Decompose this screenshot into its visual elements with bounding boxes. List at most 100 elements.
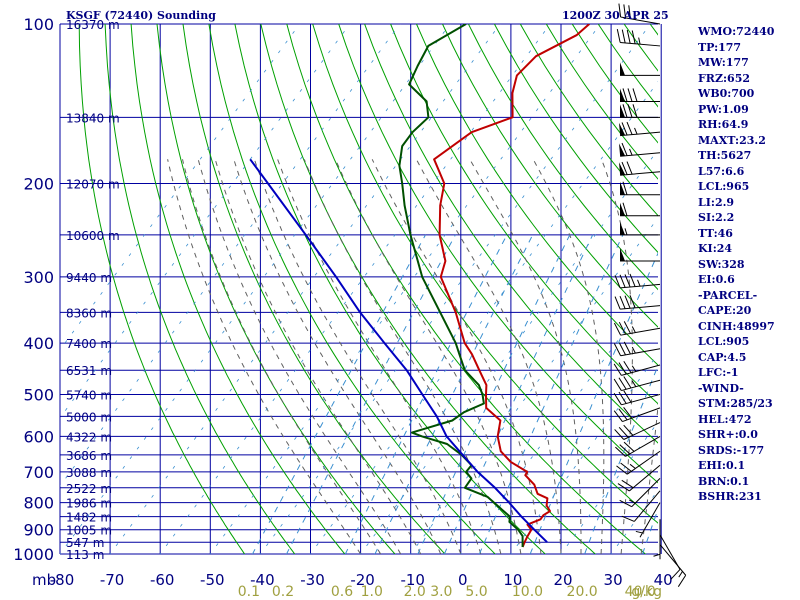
wind-barb — [614, 273, 661, 289]
dry-adiabat — [182, 24, 446, 554]
pressure-unit-label: mb — [32, 571, 56, 589]
temperature-gridlines — [59, 24, 662, 554]
isotherm — [109, 24, 501, 554]
dewpoint-profile — [398, 24, 524, 547]
wind-barb — [613, 321, 661, 336]
dry-adiabat — [130, 24, 346, 554]
wind-barb — [620, 181, 660, 196]
mixing-ratio-line — [584, 364, 658, 554]
pressure-label: 800 — [23, 494, 54, 513]
wind-barb — [659, 534, 681, 580]
index-item: TH:5627 — [698, 149, 752, 162]
index-item: MW:177 — [698, 56, 749, 69]
height-label: 9440 m — [66, 271, 112, 285]
wind-barb — [613, 376, 661, 392]
dry-adiabat — [312, 24, 658, 524]
mixing-ratio-lines — [251, 234, 658, 554]
moist-adiabats — [167, 159, 658, 554]
mixing-ratio-label: 10.0 — [512, 584, 543, 600]
temperature-label: 40 — [654, 571, 673, 589]
index-item: BSHR:231 — [698, 490, 762, 503]
dry-adiabat — [364, 24, 658, 444]
dry-adiabat — [780, 24, 800, 565]
mixing-ratio-line — [285, 234, 456, 554]
dry-adiabats — [78, 24, 800, 565]
dry-adiabat — [234, 24, 546, 554]
moist-adiabat — [371, 159, 542, 554]
mixing-ratio-label: 0.6 — [331, 584, 353, 600]
height-label: 113 m — [66, 548, 104, 562]
pressure-label: 400 — [23, 334, 54, 353]
temperature-label: -10 — [400, 571, 425, 589]
isotherm — [60, 24, 451, 554]
isotherm — [310, 81, 658, 554]
mixing-ratio-labels: 0.1 0.2 0.6 1.0 2.0 3.0 5.0 10.0 20.0 40.0g/kg — [238, 584, 662, 600]
wind-barb — [613, 361, 661, 376]
wind-barb — [615, 435, 661, 457]
mixing-ratio-label: 0.1 — [238, 584, 260, 600]
wind-barb — [613, 406, 661, 423]
temperature-label: -60 — [150, 571, 175, 589]
temperature-profile — [433, 24, 590, 548]
wind-barb — [620, 88, 660, 102]
sounding-profiles — [249, 24, 590, 548]
index-item: SW:328 — [698, 257, 745, 271]
index-item: CAP:4.5 — [698, 350, 747, 364]
wind-barb — [614, 295, 661, 310]
index-item: SHR+:0.0 — [698, 428, 758, 441]
wind-barb — [620, 221, 660, 236]
index-item: WMO:72440 — [698, 25, 775, 38]
wind-barb — [620, 104, 660, 118]
pressure-label: 500 — [23, 385, 54, 404]
index-item: LCL:965 — [698, 180, 750, 193]
index-item: WB0:700 — [698, 87, 755, 100]
moist-adiabat — [167, 159, 362, 554]
wind-barb — [635, 502, 661, 538]
temperature-label: -30 — [300, 571, 325, 589]
dry-adiabat — [104, 24, 296, 554]
height-label: 16370 m — [66, 18, 120, 32]
pressure-label: 600 — [23, 427, 54, 446]
temperature-label: -80 — [50, 571, 75, 589]
moist-adiabat — [532, 159, 605, 554]
wind-barbs — [613, 3, 687, 587]
mixing-ratio-line — [417, 234, 571, 554]
mixing-ratio-label: 40.0 — [625, 584, 656, 600]
mixing-ratio-label: 3.0 — [430, 584, 452, 600]
moist-adiabat — [214, 159, 422, 554]
height-label: 5000 m — [66, 410, 112, 424]
wind-barb — [614, 422, 661, 440]
wind-barb — [619, 142, 661, 157]
temperature-label: 20 — [553, 571, 572, 589]
temperature-label: -40 — [250, 571, 275, 589]
index-item: CAPE:20 — [698, 304, 752, 317]
height-label: 7400 m — [66, 337, 112, 351]
temperature-label: 0 — [458, 571, 468, 589]
wind-barb — [619, 478, 661, 508]
isotherm — [60, 24, 401, 487]
index-item: KI:24 — [698, 242, 733, 255]
moist-adiabat — [469, 159, 582, 554]
index-item: TT:46 — [698, 226, 733, 240]
moist-adiabat — [182, 159, 382, 554]
wind-barb — [613, 390, 661, 406]
dry-adiabat — [78, 24, 246, 554]
wind-barb — [616, 29, 661, 47]
pressure-label: 900 — [23, 521, 54, 540]
pressure-label: 700 — [23, 463, 54, 482]
index-item: L57:6.6 — [698, 164, 745, 178]
pressure-label: 200 — [23, 175, 54, 194]
moist-adiabat — [303, 159, 502, 554]
wind-barb — [616, 450, 661, 475]
temperature-label: -50 — [200, 571, 225, 589]
dry-adiabat — [416, 24, 658, 366]
mixing-ratio-label: 20.0 — [567, 584, 598, 600]
pressure-label: 100 — [23, 15, 54, 34]
wind-barb — [613, 341, 661, 357]
index-item: PW:1.09 — [698, 102, 749, 116]
index-item: LCL:905 — [698, 335, 750, 348]
height-label: 10600 m — [66, 229, 120, 243]
index-item: HEL:472 — [698, 412, 752, 426]
pressure-labels: 100 200 300 400 500 600 700 800 900 1000 — [13, 15, 54, 564]
index-item: FRZ:652 — [698, 71, 751, 85]
